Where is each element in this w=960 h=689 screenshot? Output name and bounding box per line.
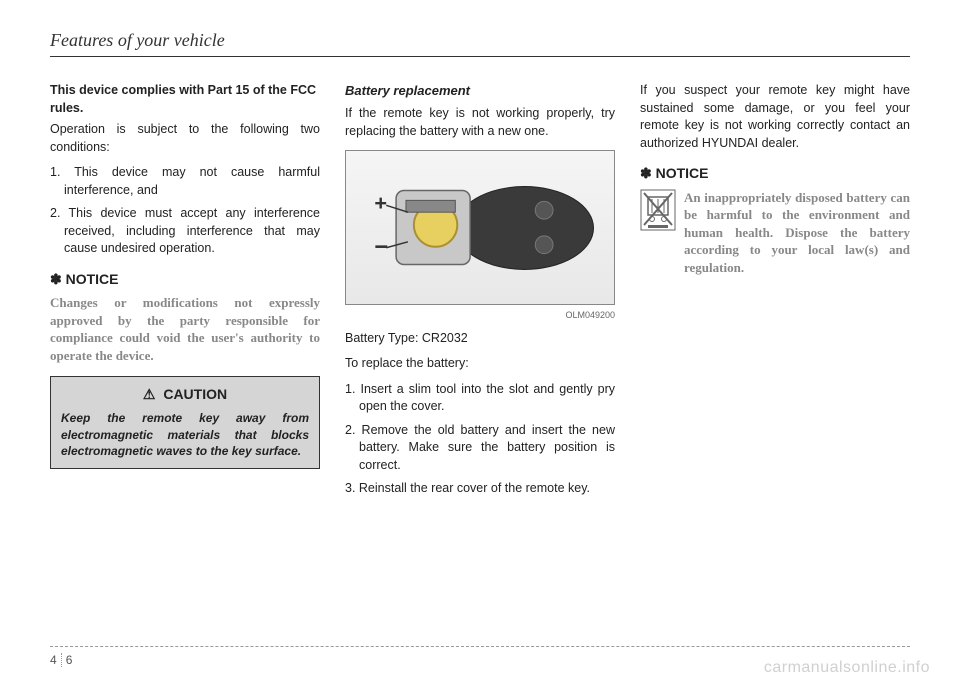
column-3: If you suspect your remote key might hav… [640, 82, 910, 504]
section-number: 4 [50, 653, 62, 667]
column-2: Battery replacement If the remote key is… [345, 82, 615, 504]
step-3: 3. Reinstall the rear cover of the remot… [345, 480, 615, 498]
warning-icon: ⚠ [143, 386, 156, 402]
condition-1: 1. This device may not cause harmful int… [50, 164, 320, 199]
caution-title: ⚠ CAUTION [61, 385, 309, 405]
caution-body: Keep the remote key away from electromag… [61, 410, 309, 460]
step-2: 2. Remove the old battery and insert the… [345, 422, 615, 475]
battery-type: Battery Type: CR2032 [345, 330, 615, 348]
condition-2: 2. This device must accept any interfere… [50, 205, 320, 258]
plus-label: + [374, 190, 387, 215]
column-1: This device complies with Part 15 of the… [50, 82, 320, 504]
fcc-compliance-heading: This device complies with Part 15 of the… [50, 82, 320, 117]
page-header: Features of your vehicle [50, 30, 910, 57]
operation-conditions-intro: Operation is subject to the following tw… [50, 121, 320, 156]
manual-page: Features of your vehicle This device com… [0, 0, 960, 689]
dealer-contact-text: If you suspect your remote key might hav… [640, 82, 910, 152]
image-code: OLM049200 [345, 309, 615, 322]
dispose-notice-text: An inappropriately disposed battery can … [684, 189, 910, 277]
battery-image: + − [345, 150, 615, 305]
watermark: carmanualsonline.info [764, 659, 930, 677]
content-columns: This device complies with Part 15 of the… [50, 82, 910, 504]
battery-replacement-intro: If the remote key is not working properl… [345, 105, 615, 140]
no-dispose-bin-icon [640, 189, 676, 231]
notice-label: ✽ NOTICE [50, 270, 320, 290]
notice-with-icon: An inappropriately disposed battery can … [640, 189, 910, 277]
replace-label: To replace the battery: [345, 355, 615, 373]
notice-label-2: ✽ NOTICE [640, 164, 910, 184]
page-number: 46 [50, 653, 72, 667]
minus-label: − [374, 235, 388, 261]
step-1: 1. Insert a slim tool into the slot and … [345, 381, 615, 416]
caution-label: CAUTION [163, 386, 227, 402]
notice-text: Changes or modifications not expressly a… [50, 294, 320, 364]
header-title: Features of your vehicle [50, 30, 910, 51]
page-in-section: 6 [66, 653, 73, 667]
battery-replacement-title: Battery replacement [345, 82, 615, 100]
remote-key-illustration: + − [346, 151, 614, 304]
caution-box: ⚠ CAUTION Keep the remote key away from … [50, 376, 320, 469]
